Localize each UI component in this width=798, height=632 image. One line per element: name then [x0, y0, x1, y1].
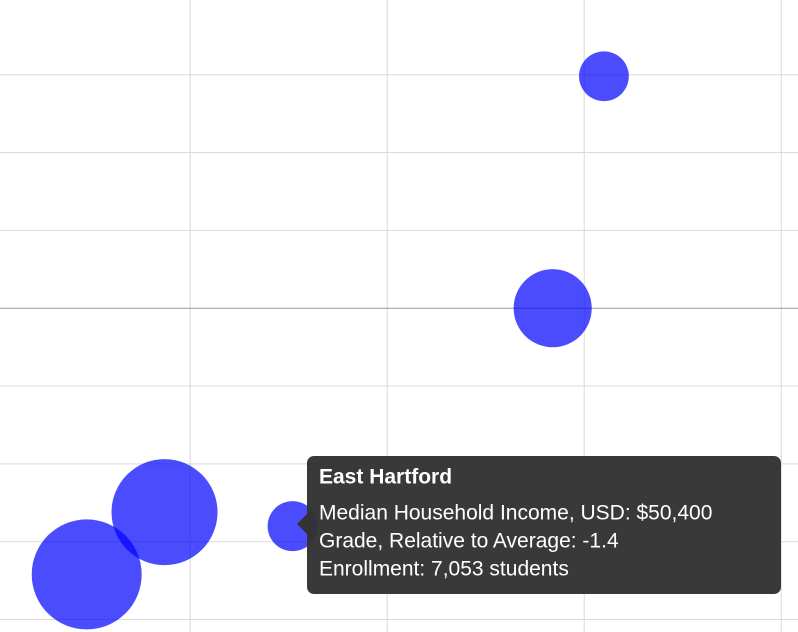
bubble — [267, 501, 318, 552]
tooltip-box — [307, 456, 781, 594]
bubble — [579, 51, 629, 102]
tooltip-title: East Hartford — [319, 466, 452, 489]
tooltip-line: Grade, Relative to Average: -1.4 — [319, 530, 619, 553]
tooltip-line: Median Household Income, USD: $50,400 — [319, 502, 712, 525]
bubble — [513, 269, 592, 348]
bubble — [111, 459, 218, 566]
tooltip: East Hartford Median Household Income, U… — [297, 456, 781, 594]
tooltip-line: Enrollment: 7,053 students — [319, 558, 569, 581]
bubbles — [31, 51, 629, 630]
tooltip-pointer — [297, 513, 308, 535]
bubble — [31, 519, 142, 630]
